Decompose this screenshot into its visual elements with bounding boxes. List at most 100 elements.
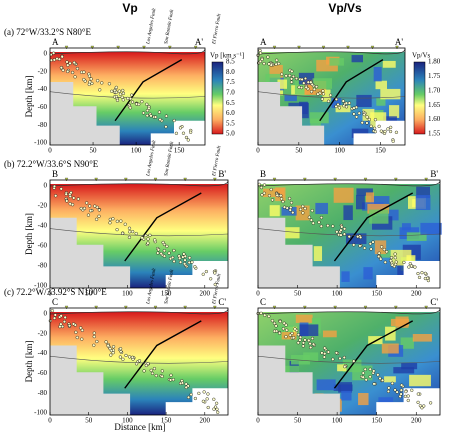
seismic-event [301,341,306,345]
mask [50,81,120,145]
anomaly [315,202,329,215]
seismic-event [141,111,146,115]
station [90,45,95,50]
station [168,45,172,50]
seismic-event [127,235,132,239]
seismic-event [72,196,76,200]
anomaly [284,94,297,102]
seismic-event [146,237,150,241]
anomaly [337,364,347,372]
seismic-event [168,378,173,382]
anomaly [333,384,353,391]
anomaly [369,209,389,224]
seismic-event [159,251,163,256]
seismic-event [304,85,308,89]
seismic-event [183,254,187,258]
seismic-event [275,58,279,62]
seismic-event [334,351,339,355]
station [272,177,277,182]
anomaly [371,196,390,207]
station [303,177,307,182]
x-axis-label: Distance [km] [114,422,165,432]
seismic-event [70,203,75,207]
x-tick-label: 100 [122,417,133,425]
seismic-event [174,131,178,135]
seismic-event [59,314,63,318]
seismic-event [51,51,56,55]
seismic-event [389,256,394,260]
seismic-event [334,104,338,109]
seismic-event [149,368,153,372]
profile-end: A' [395,37,403,47]
seismic-event [145,108,150,113]
anomaly [384,376,396,383]
seismic-event [267,62,271,66]
station [363,177,368,182]
seismic-event [110,89,114,93]
seismic-event [266,55,270,59]
seismic-event [140,100,144,104]
seismic-event [76,197,80,201]
x-tick-label: 100 [332,290,343,298]
anomaly [295,314,313,323]
seismic-event [92,334,96,339]
seismic-event [274,324,278,328]
seismic-event [365,115,369,119]
seismic-event [134,362,139,366]
seismic-event [262,61,266,66]
y-tick-label: -20 [38,329,48,337]
y-axis-label: Depth [km] [24,76,34,118]
station [394,177,398,182]
seismic-event [144,363,148,368]
anomaly [343,205,353,221]
x-tick-label: 0 [48,147,52,155]
profile-start: B [52,169,58,179]
seismic-event [383,260,387,264]
profile-end: C' [430,297,438,307]
plot-frame [257,179,441,289]
seismic-event [73,75,77,79]
x-tick-label: 50 [294,290,302,298]
seismic-event [323,346,327,350]
seismic-event [337,106,341,110]
seismic-event [344,101,348,105]
seismic-event [54,194,58,198]
anomaly [277,79,288,89]
anomaly [375,80,387,90]
y-tick-label: -60 [38,369,48,377]
topography [257,308,441,315]
seismic-event [298,335,303,339]
seismic-event [314,85,319,89]
seismic-event [354,115,359,119]
seismic-event [321,89,325,93]
seismic-event [388,129,393,134]
seismic-event [312,87,316,91]
seismic-event [422,404,426,408]
station [64,305,69,310]
seismic-event [146,241,150,245]
seismic-event [303,338,307,342]
mask [165,388,228,415]
anomaly [382,60,396,68]
seismic-event [369,247,373,251]
fault-label: San Ramón Fault [164,269,175,305]
anomaly [368,336,383,345]
seismic-event [278,331,282,335]
station [272,305,277,310]
seismic-event [319,216,324,220]
fault-line [333,320,414,389]
seismic-event [107,82,111,86]
seismic-event [164,114,169,118]
seismic-event [117,89,121,93]
seismic-event [352,359,356,363]
seismic-event [385,250,389,254]
seismic-event [130,355,135,359]
moho [49,355,229,364]
seismic-event [272,321,277,325]
seismic-event [97,208,101,212]
seismic-event [288,74,292,78]
seismic-event [142,369,146,373]
anomaly [329,58,344,66]
seismic-event [134,102,139,106]
